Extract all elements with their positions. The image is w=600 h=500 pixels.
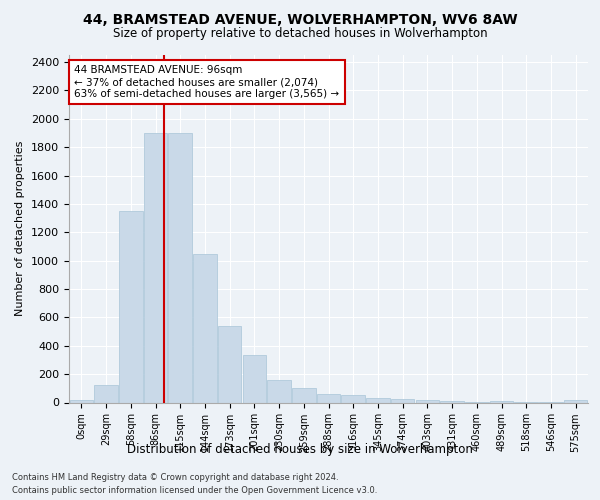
Y-axis label: Number of detached properties: Number of detached properties (16, 141, 25, 316)
Bar (416, 400, 439, 402)
Text: 44 BRAMSTEAD AVENUE: 96sqm
← 37% of detached houses are smaller (2,074)
63% of s: 44 BRAMSTEAD AVENUE: 96sqm ← 37% of deta… (74, 66, 340, 98)
Text: Size of property relative to detached houses in Wolverhampton: Size of property relative to detached ho… (113, 28, 487, 40)
Bar (94, 385, 118, 402)
Bar (341, 394, 365, 402)
Text: Contains HM Land Registry data © Crown copyright and database right 2024.: Contains HM Land Registry data © Crown c… (12, 472, 338, 482)
Text: 44, BRAMSTEAD AVENUE, WOLVERHAMPTON, WV6 8AW: 44, BRAMSTEAD AVENUE, WOLVERHAMPTON, WV6… (83, 12, 517, 26)
Bar (292, 388, 316, 402)
Text: Contains public sector information licensed under the Open Government Licence v3: Contains public sector information licen… (12, 486, 377, 495)
Bar (490, 401, 513, 402)
Bar (268, 380, 291, 402)
Bar (119, 211, 143, 402)
Bar (70, 400, 93, 402)
Bar (193, 254, 217, 402)
Bar (169, 133, 192, 402)
Bar (218, 326, 241, 402)
Bar (564, 400, 587, 402)
Bar (391, 399, 415, 402)
Bar (242, 355, 266, 403)
Bar (144, 133, 167, 402)
Bar (440, 401, 464, 402)
Bar (366, 398, 389, 402)
Text: Distribution of detached houses by size in Wolverhampton: Distribution of detached houses by size … (127, 442, 473, 456)
Bar (317, 394, 340, 402)
